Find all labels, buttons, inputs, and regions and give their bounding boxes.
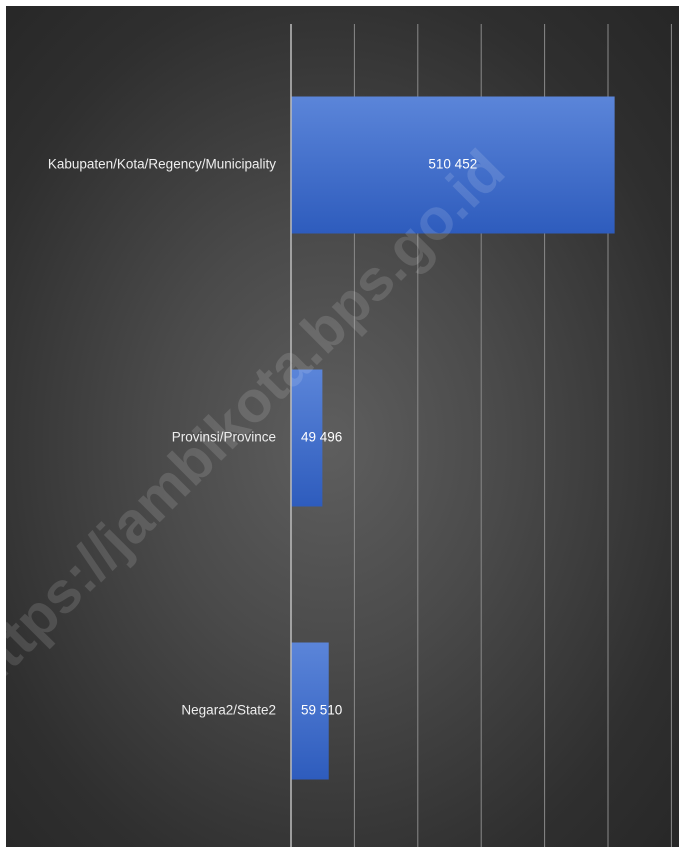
- data-labels: 510 452 49 496 59 510: [301, 157, 477, 718]
- bar: [291, 369, 323, 507]
- category-tick-label: Kabupaten/Kota/Regency/Municipality: [48, 157, 276, 172]
- category-tick-label: Provinsi/Province: [172, 430, 276, 445]
- bar: [291, 642, 329, 780]
- bar-data-label: 49 496: [301, 430, 342, 445]
- category-labels: Kabupaten/Kota/Regency/Municipality Provi…: [48, 157, 276, 718]
- bar: [291, 96, 615, 234]
- chart-area: Kabupaten/Kota/Regency/Municipality Provi…: [6, 6, 679, 847]
- bar-chart: Kabupaten/Kota/Regency/Municipality Provi…: [6, 24, 672, 847]
- watermark-text: https://jambikota.bps.go.id: [6, 137, 517, 705]
- bar-data-label: 510 452: [428, 157, 477, 172]
- category-tick-label: Negara2/State2: [181, 703, 276, 718]
- bar-data-label: 59 510: [301, 703, 342, 718]
- bars: [291, 96, 615, 780]
